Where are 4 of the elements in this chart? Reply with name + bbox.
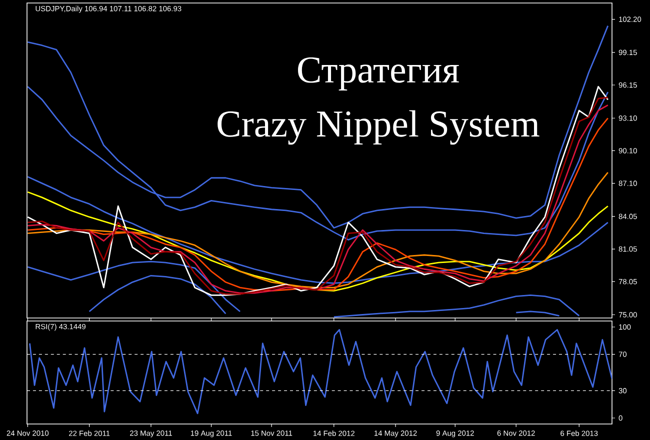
line-series — [29, 329, 612, 414]
text: Стратегия — [298, 57, 459, 90]
text: Crazy Nippel System — [218, 110, 540, 145]
line-series — [27, 191, 609, 292]
